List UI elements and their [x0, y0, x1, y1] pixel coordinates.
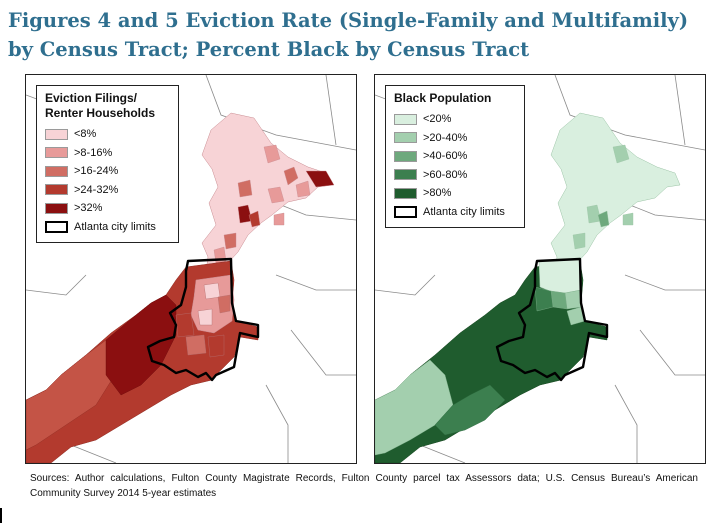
- legend-label: <20%: [423, 113, 452, 126]
- legend-item: >24-32%: [45, 181, 170, 200]
- legend-item: >8-16%: [45, 144, 170, 163]
- legend-item: >20-40%: [394, 129, 514, 148]
- legend-item: <8%: [45, 125, 170, 144]
- black-population-map-canvas: [375, 75, 705, 463]
- legend-label: <8%: [74, 128, 97, 141]
- legend-item: >16-24%: [45, 162, 170, 181]
- text-cursor-mark: [0, 508, 2, 523]
- legend-label: >24-32%: [74, 183, 119, 196]
- legend-swatch: [45, 128, 68, 140]
- south-mid-tracts: [434, 384, 506, 436]
- legend-swatch: [394, 150, 417, 162]
- legend-item: >32%: [45, 199, 170, 218]
- black-population-map: Black Population <20% >20-40% >40-60% >6…: [374, 74, 706, 464]
- legend-swatch: [45, 165, 68, 177]
- legend-label: >20-40%: [423, 131, 468, 144]
- figure-title: Figures 4 and 5 Eviction Rate (Single-Fa…: [8, 9, 689, 61]
- legend-item-city-limits: Atlanta city limits: [45, 218, 170, 237]
- central-dark-tracts: [105, 294, 177, 396]
- legend-item: >40-60%: [394, 147, 514, 166]
- eviction-rate-map: Eviction Filings/ Renter Households <8% …: [25, 74, 357, 464]
- legend-label: >32%: [74, 202, 103, 215]
- legend-item: >60-80%: [394, 166, 514, 185]
- black-population-legend: Black Population <20% >20-40% >40-60% >6…: [385, 85, 525, 228]
- city-limits-swatch: [394, 205, 417, 218]
- legend-swatch: [394, 113, 417, 125]
- core-tract-detail: [175, 282, 231, 358]
- legend-swatch: [45, 184, 68, 196]
- legend-item-city-limits: Atlanta city limits: [394, 203, 514, 222]
- legend-label: Atlanta city limits: [423, 205, 505, 218]
- legend-swatch: [45, 202, 68, 214]
- source-note: Sources: Author calculations, Fulton Cou…: [30, 473, 698, 499]
- north-tract-highlights: [213, 144, 335, 264]
- atlanta-city-limits: [495, 257, 609, 382]
- legend-item: <20%: [394, 110, 514, 129]
- legend-label: >60-80%: [423, 168, 468, 181]
- atlanta-north-tracts: [538, 258, 582, 294]
- legend-swatch: [394, 187, 417, 199]
- legend-label: Atlanta city limits: [74, 220, 156, 233]
- north-fulton-tracts: [201, 112, 332, 272]
- legend-label: >40-60%: [423, 150, 468, 163]
- legend-swatch: [394, 132, 417, 144]
- legend-item: >80%: [394, 184, 514, 203]
- eviction-legend-title: Eviction Filings/ Renter Households: [45, 91, 156, 120]
- core-tract-detail: [534, 286, 586, 326]
- black-population-legend-title: Black Population: [394, 91, 492, 105]
- legend-swatch: [45, 147, 68, 159]
- north-tract-highlights: [572, 144, 634, 250]
- eviction-map-canvas: [26, 75, 356, 463]
- legend-label: >80%: [423, 187, 452, 200]
- legend-swatch: [394, 169, 417, 181]
- eviction-legend: Eviction Filings/ Renter Households <8% …: [36, 85, 179, 243]
- atlanta-city-limits: [146, 257, 260, 382]
- city-limits-swatch: [45, 220, 68, 233]
- legend-label: >16-24%: [74, 165, 119, 178]
- north-fulton-tracts: [550, 112, 681, 272]
- legend-label: >8-16%: [74, 146, 113, 159]
